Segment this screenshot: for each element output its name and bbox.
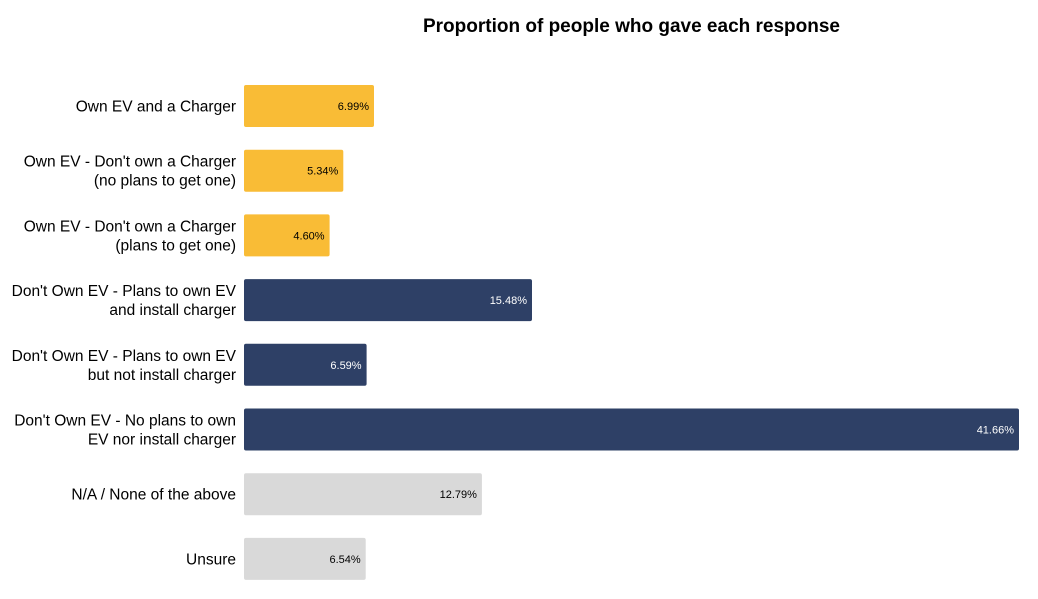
category-label-line: (plans to get one) [115, 237, 236, 254]
category-label-line: N/A / None of the above [71, 487, 236, 504]
bar-value-label: 4.60% [293, 230, 324, 242]
category-label-line: Own EV - Don't own a Charger [24, 154, 236, 171]
category-label-line: Own EV and a Charger [76, 99, 236, 116]
bar [244, 85, 374, 127]
category-label: N/A / None of the above [71, 487, 236, 504]
category-label: Don't Own EV - Plans to own EV and instal… [12, 283, 237, 319]
bar [244, 149, 344, 192]
bar-value-label: 41.66% [977, 425, 1015, 437]
bar-value-label: 6.59% [330, 360, 361, 372]
category-label: Don't Own EV - No plans to own EV nor ins… [14, 413, 236, 449]
category-label-line: Unsure [186, 551, 236, 568]
bar-value-label: 6.54% [329, 554, 360, 566]
bar [244, 408, 1019, 451]
bar [244, 279, 532, 322]
category-label-line: (no plans to get one) [94, 173, 236, 190]
category-label-line: Don't Own EV - Plans to own EV [12, 348, 237, 365]
category-label-line: but not install charger [88, 367, 236, 384]
category-label-line: Own EV - Don't own a Charger [24, 218, 236, 235]
category-label-line: EV nor install charger [88, 432, 236, 449]
category-label: Unsure [186, 551, 236, 568]
category-label-line: and install charger [109, 302, 236, 319]
bar [244, 537, 366, 580]
bar [244, 343, 367, 386]
bar-value-label: 5.34% [307, 166, 338, 178]
bar [244, 473, 482, 516]
bar-value-label: 15.48% [490, 295, 528, 307]
chart-title: Proportion of people who gave each respo… [422, 16, 841, 37]
category-label-line: Don't Own EV - Plans to own EV [12, 283, 237, 300]
bar-value-label: 12.79% [440, 489, 478, 501]
category-label: Own EV - Don't own a Charger (no plans to… [24, 154, 236, 190]
category-label: Own EV - Don't own a Charger (plans to ge… [24, 218, 236, 254]
bar-value-label: 6.99% [338, 101, 369, 113]
category-label: Own EV and a Charger [76, 99, 236, 116]
category-label: Don't Own EV - Plans to own EV but not in… [12, 348, 237, 384]
bar [244, 214, 330, 257]
category-label-line: Don't Own EV - No plans to own [14, 413, 236, 430]
